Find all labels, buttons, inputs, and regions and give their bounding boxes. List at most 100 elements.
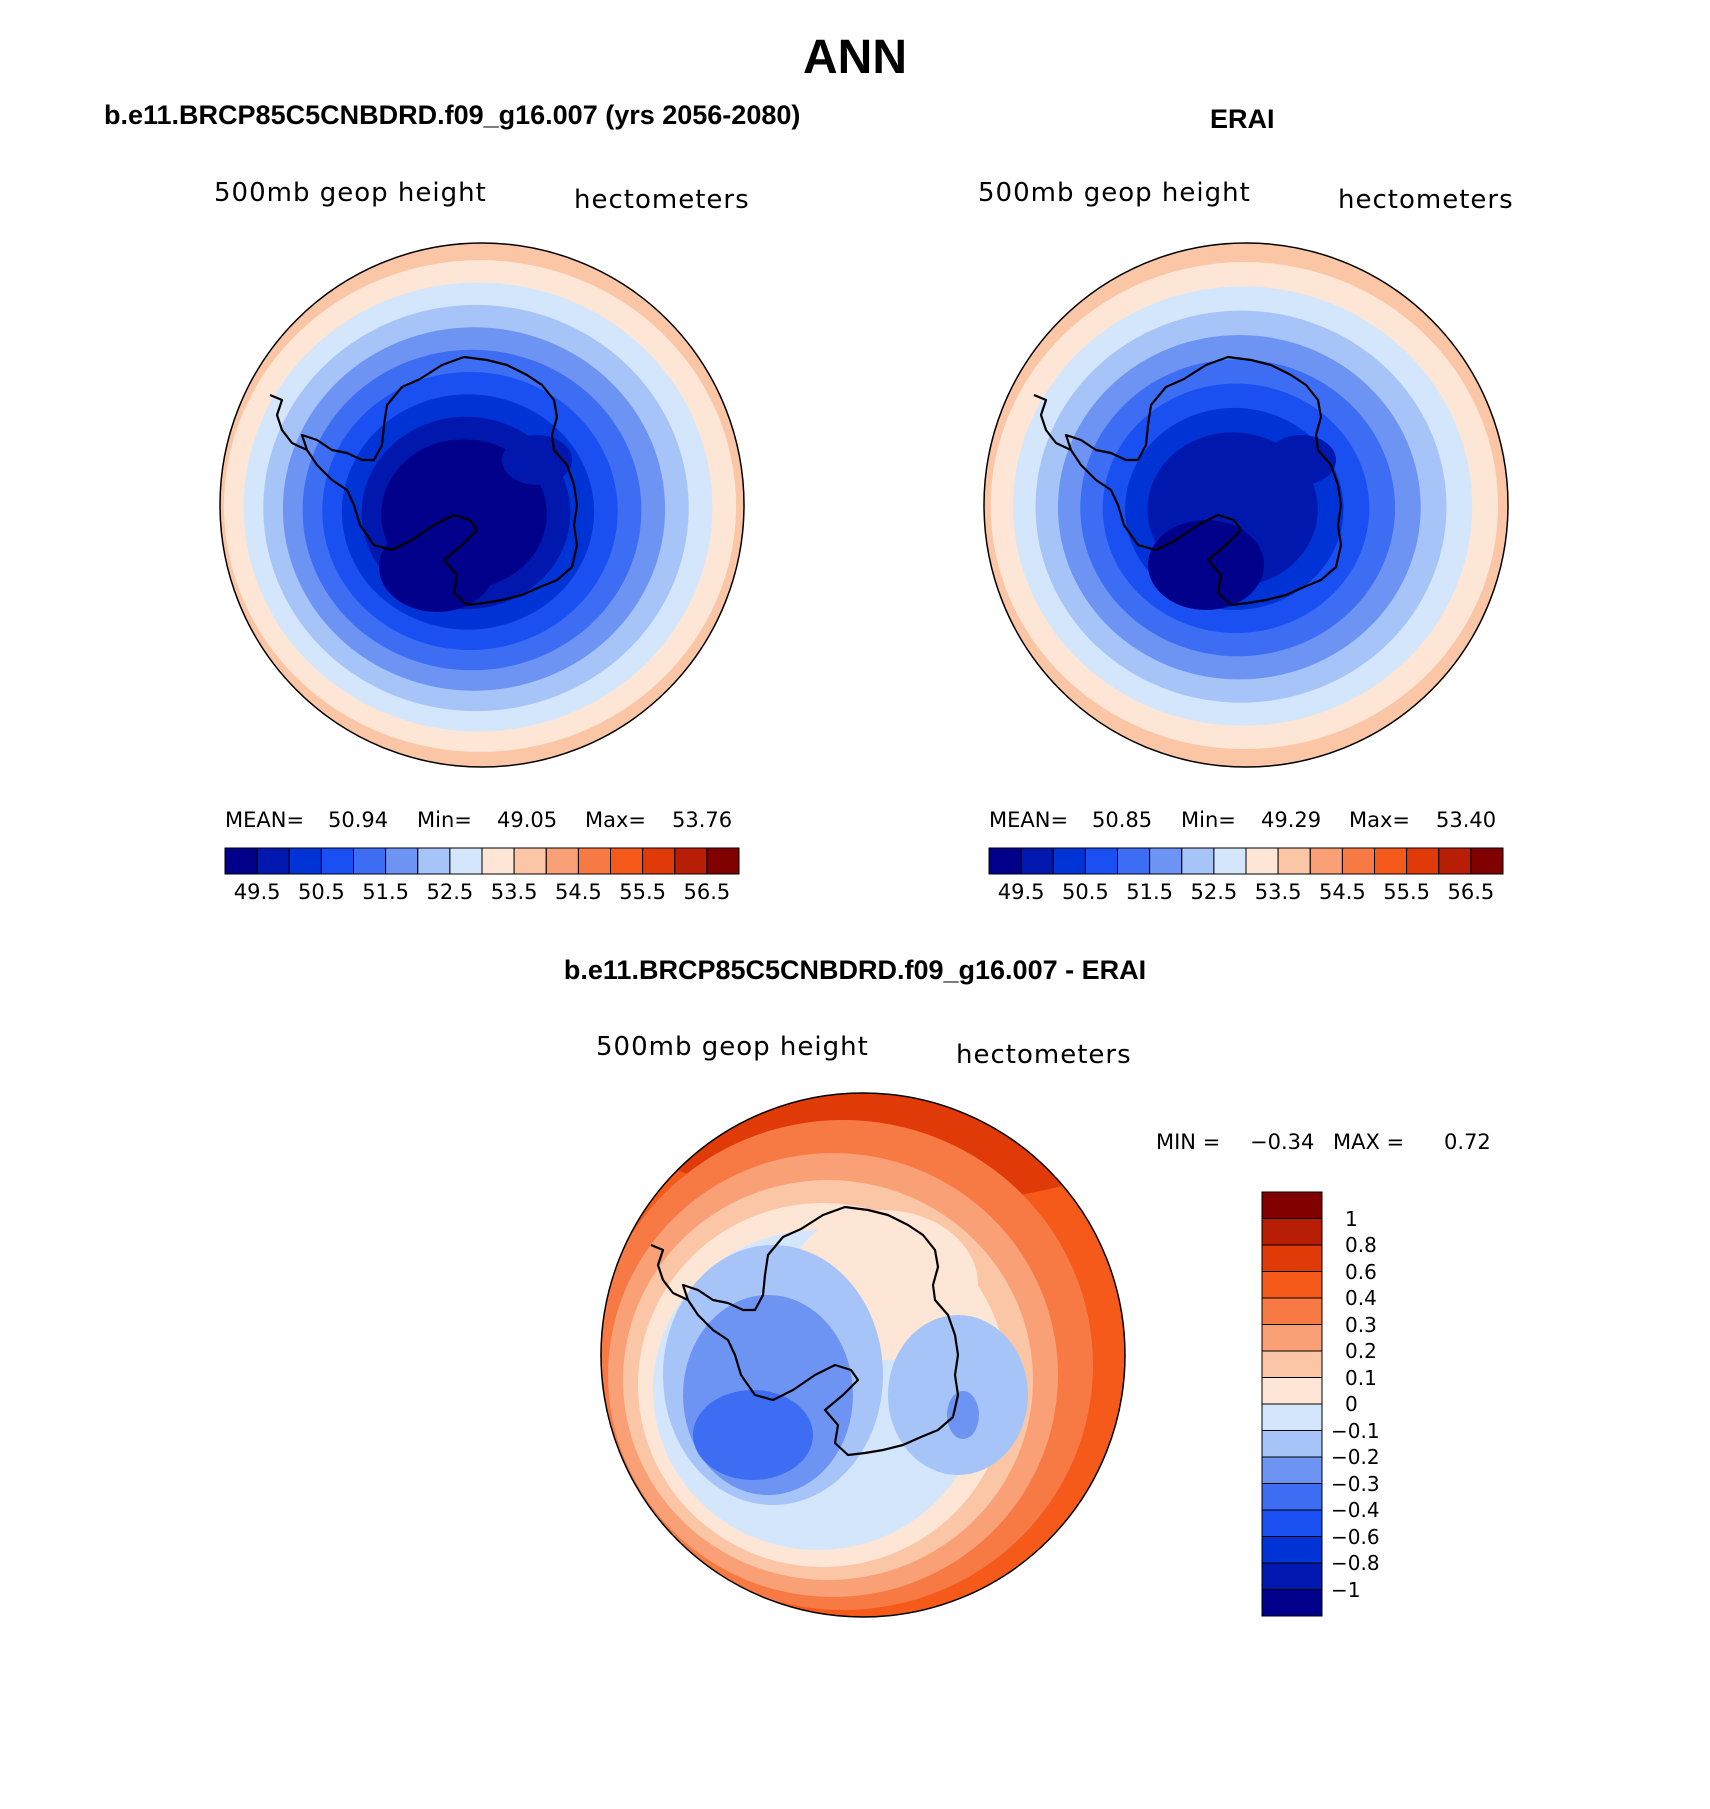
difference-colorbar-box-15: [1261, 1589, 1323, 1617]
case-mean-label: MEAN=: [225, 808, 305, 832]
difference-colorbar-tick-2: 0.6: [1345, 1259, 1377, 1284]
obs-colorbar-box-5: [1149, 847, 1183, 875]
obs-colorbar-tick-3: 52.5: [1190, 880, 1238, 904]
obs-colorbar-box-0: [988, 847, 1022, 875]
obs-colorbar-box-2: [1052, 847, 1086, 875]
obs-map: [984, 243, 1508, 767]
obs-colorbar-box-6: [1181, 847, 1215, 875]
difference-colorbar-tick-9: −0.2: [1331, 1445, 1380, 1469]
obs-max-value: 53.40: [1436, 808, 1497, 832]
obs-min-value: 49.29: [1261, 808, 1322, 832]
case-minimum-region: [379, 522, 495, 612]
case-colorbar-tick-7: 56.5: [683, 880, 731, 904]
case-colorbar-box-0: [224, 847, 258, 875]
difference-colorbar-tick-3: 0.4: [1345, 1286, 1377, 1310]
difference-colorbar-tick-6: 0.1: [1345, 1365, 1377, 1390]
obs-colorbar-box-15: [1470, 847, 1504, 875]
difference-colorbar-box-4: [1261, 1297, 1323, 1325]
case-mean-value: 50.94: [328, 808, 389, 832]
difference-colorbar-tick-0: 1: [1345, 1206, 1358, 1231]
case-colorbar-box-15: [706, 847, 740, 875]
difference-colorbar-tick-10: −0.3: [1331, 1471, 1380, 1496]
case-min-label: Min=: [417, 808, 472, 832]
difference-colorbar-tick-4: 0.3: [1345, 1312, 1377, 1337]
difference-colorbar-tick-13: −0.8: [1331, 1551, 1380, 1575]
case-field-label: 500mb geop height: [214, 178, 487, 208]
difference-colorbar-box-7: [1261, 1377, 1323, 1405]
difference-colorbar-tick-11: −0.4: [1331, 1498, 1380, 1522]
difference-colorbar-tick-12: −0.6: [1331, 1524, 1380, 1549]
difference-colorbar-box-8: [1261, 1403, 1323, 1431]
obs-colorbar-box-12: [1374, 847, 1408, 875]
obs-colorbar-box-14: [1438, 847, 1472, 875]
difference-max-value: 0.72: [1444, 1130, 1491, 1154]
difference-colorbar-tick-5: 0.2: [1345, 1339, 1377, 1363]
obs-globe-border: [983, 242, 1509, 768]
case-colorbar-tick-0: 49.5: [233, 880, 281, 904]
obs-mean-value: 50.85: [1092, 808, 1153, 832]
difference-colorbar-box-3: [1261, 1271, 1323, 1299]
obs-colorbar-tick-7: 56.5: [1447, 880, 1495, 904]
obs-colorbar-box-3: [1084, 847, 1119, 875]
case-min-value: 49.05: [497, 808, 558, 832]
difference-max-label: MAX =: [1333, 1130, 1405, 1154]
difference-colorbar-tick-7: 0: [1345, 1392, 1358, 1416]
case-colorbar-box-8: [481, 847, 515, 875]
case-colorbar-tick-4: 53.5: [490, 880, 538, 904]
obs-field-label: 500mb geop height: [978, 178, 1251, 208]
case-map: [220, 243, 744, 767]
difference-east-core: [947, 1391, 979, 1439]
case-panel-header: b.e11.BRCP85C5CNBDRD.f09_g16.007 (yrs 20…: [104, 100, 801, 130]
obs-mean-label: MEAN=: [989, 808, 1069, 832]
case-colorbar-box-14: [674, 847, 708, 875]
obs-units-label: hectometers: [1338, 185, 1514, 215]
obs-colorbar-box-13: [1406, 847, 1440, 875]
difference-colorbar-box-12: [1261, 1509, 1323, 1537]
obs-colorbar-tick-5: 54.5: [1318, 880, 1366, 904]
difference-colorbar-box-2: [1261, 1244, 1323, 1272]
difference-globe-border: [600, 1092, 1126, 1618]
obs-colorbar-box-11: [1341, 847, 1376, 875]
difference-colorbar-box-10: [1261, 1456, 1323, 1484]
difference-minimum-region: [693, 1390, 813, 1480]
obs-colorbar-box-8: [1245, 847, 1279, 875]
difference-antarctica-coastline: [650, 1205, 960, 1457]
obs-min-label: Min=: [1181, 808, 1236, 832]
case-globe-border: [219, 242, 745, 768]
difference-colorbar-box-1: [1261, 1218, 1323, 1246]
case-colorbar-tick-1: 50.5: [297, 880, 345, 904]
case-colorbar-tick-6: 55.5: [619, 880, 666, 904]
case-colorbar-box-9: [513, 847, 547, 875]
case-colorbar-box-7: [449, 847, 483, 875]
case-colorbar-box-4: [353, 847, 387, 875]
obs-colorbar-box-4: [1117, 847, 1151, 875]
difference-colorbar-tick-8: −0.1: [1331, 1418, 1380, 1443]
case-colorbar-box-3: [320, 847, 354, 875]
difference-colorbar-box-14: [1261, 1562, 1323, 1590]
case-units-label: hectometers: [574, 185, 750, 215]
obs-colorbar-tick-2: 51.5: [1126, 880, 1173, 904]
difference-colorbar-box-6: [1261, 1350, 1323, 1378]
obs-colorbar-tick-4: 53.5: [1254, 880, 1302, 904]
obs-panel-header: ERAI: [1210, 104, 1275, 134]
difference-colorbar-tick-14: −1: [1331, 1577, 1361, 1602]
difference-colorbar-box-5: [1261, 1324, 1323, 1352]
figure-title: ANN: [803, 31, 907, 84]
case-colorbar-box-5: [385, 847, 419, 875]
obs-colorbar-box-7: [1213, 847, 1247, 875]
difference-units-label: hectometers: [956, 1040, 1132, 1070]
case-antarctica-coastline: [269, 355, 579, 607]
obs-colorbar-box-9: [1277, 847, 1311, 875]
case-colorbar-box-2: [288, 847, 322, 875]
obs-antarctica-coastline: [1033, 355, 1343, 607]
obs-colorbar-tick-0: 49.5: [997, 880, 1045, 904]
obs-colorbar-tick-1: 50.5: [1061, 880, 1109, 904]
case-colorbar-box-11: [577, 847, 612, 875]
difference-colorbar-box-13: [1261, 1536, 1323, 1564]
case-colorbar-box-13: [642, 847, 676, 875]
case-colorbar-box-10: [545, 847, 579, 875]
obs-max-label: Max=: [1349, 808, 1411, 832]
obs-colorbar-box-1: [1020, 847, 1054, 875]
